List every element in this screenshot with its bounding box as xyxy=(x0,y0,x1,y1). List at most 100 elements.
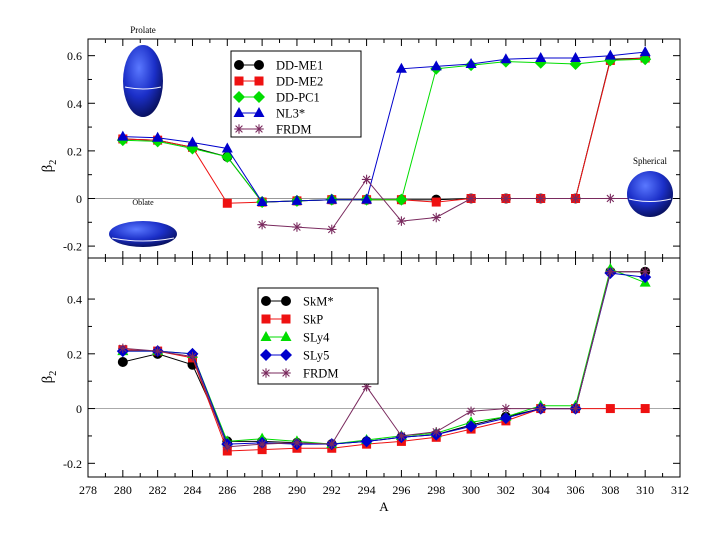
data-point-dd-pc1 xyxy=(639,53,652,66)
y-tick-label: -0.2 xyxy=(63,240,82,254)
legend-marker xyxy=(234,76,244,86)
data-point-frdm xyxy=(431,427,441,437)
legend-item-skm: SkM* xyxy=(261,295,334,309)
data-point-frdm xyxy=(118,343,128,354)
data-point-frdm xyxy=(466,406,476,417)
data-point-frdm xyxy=(501,193,511,204)
data-point-frdm xyxy=(292,438,302,448)
x-tick-label: 300 xyxy=(462,483,480,497)
series-dd-me1 xyxy=(117,53,651,208)
series-nl3 xyxy=(117,46,651,207)
prolate-shape xyxy=(123,45,163,117)
x-tick-label: 312 xyxy=(671,483,689,497)
data-point-frdm xyxy=(396,216,407,226)
data-point-frdm xyxy=(187,351,198,362)
data-point-nl3 xyxy=(430,60,442,71)
x-tick-label: 302 xyxy=(497,483,515,497)
data-point-frdm xyxy=(292,222,302,232)
x-tick-label: 286 xyxy=(218,483,236,497)
legend-marker xyxy=(254,76,264,86)
legend-marker xyxy=(280,331,292,341)
legend-item-dd-me1: DD-ME1 xyxy=(234,59,323,73)
x-tick-label: 294 xyxy=(358,483,376,497)
legend-marker xyxy=(233,91,245,103)
legend-label: DD-ME1 xyxy=(276,59,323,73)
prolate-equator xyxy=(124,86,162,90)
y-tick-label: 0 xyxy=(76,192,82,206)
prolate-inset: Prolate xyxy=(123,25,163,117)
spherical-label: Spherical xyxy=(633,156,667,166)
data-point-frdm xyxy=(396,431,407,441)
x-axis-ticks: 278 280 282 284 286 288 290 292 294 296 298 300 302 3… xyxy=(79,258,689,497)
data-point-nl3 xyxy=(221,142,233,153)
y-tick-label: 0.2 xyxy=(67,144,82,158)
bottom-series-group xyxy=(116,262,652,456)
data-point-frdm xyxy=(640,266,650,277)
legend-marker xyxy=(234,124,244,134)
x-tick-label: 280 xyxy=(114,483,132,497)
series-line-skm xyxy=(122,271,646,445)
bottom-y-axis-label: β2 xyxy=(40,371,59,384)
y-tick-label: 0.2 xyxy=(67,347,82,361)
series-dd-me2 xyxy=(118,53,650,208)
top-legend: DD-ME1 DD-ME2 DD-PC1 NL3* FRDM xyxy=(233,59,323,137)
data-point-skp xyxy=(605,404,615,414)
data-point-frdm xyxy=(327,439,337,449)
legend-item-sly5: SLy5 xyxy=(260,349,329,363)
x-tick-label: 292 xyxy=(323,483,341,497)
data-point-dd-me2 xyxy=(222,198,232,208)
y-tick-label: 0 xyxy=(76,402,82,416)
data-point-frdm xyxy=(605,193,616,204)
data-point-skm xyxy=(117,357,128,368)
data-point-nl3 xyxy=(395,62,407,73)
legend-marker xyxy=(261,368,271,378)
legend-marker xyxy=(280,349,292,361)
data-point-nl3 xyxy=(256,196,268,207)
series-line-sly5 xyxy=(122,272,646,445)
legend-marker xyxy=(261,296,271,306)
data-point-frdm xyxy=(431,212,441,223)
legend-marker xyxy=(260,331,272,341)
bottom-legend-box xyxy=(257,287,379,385)
legend-label: DD-ME2 xyxy=(276,75,323,89)
series-line-sly4 xyxy=(122,268,646,445)
series-frdm xyxy=(257,174,650,235)
data-point-nl3 xyxy=(361,193,373,204)
data-point-nl3 xyxy=(326,193,338,204)
data-point-frdm xyxy=(466,193,476,204)
legend-marker xyxy=(281,296,291,306)
data-point-nl3 xyxy=(291,194,303,205)
legend-label: FRDM xyxy=(303,367,338,381)
bottom-panel: -0.200.20.4 278 280 282 284 286 288 290 292 294 2… xyxy=(40,257,689,514)
y-tick-label: 0.4 xyxy=(67,293,82,307)
data-point-skp xyxy=(640,404,650,414)
series-line-nl3 xyxy=(122,51,646,203)
series-line-dd-me2 xyxy=(122,57,646,204)
bottom-plot-frame xyxy=(87,257,681,478)
y-tick-label: 0.4 xyxy=(67,97,82,111)
series-frdm xyxy=(118,266,650,452)
data-point-frdm xyxy=(222,442,233,452)
spherical-equator xyxy=(628,198,672,202)
legend-label: FRDM xyxy=(276,123,311,137)
data-point-frdm xyxy=(327,224,337,235)
oblate-label: Oblate xyxy=(132,198,154,207)
series-line-dd-pc1 xyxy=(122,58,646,203)
data-point-frdm xyxy=(501,403,511,414)
series-sly5 xyxy=(116,267,652,451)
legend-marker xyxy=(234,60,244,70)
data-point-sly5 xyxy=(465,420,478,433)
x-tick-label: 290 xyxy=(288,483,306,497)
series-skm xyxy=(117,266,651,450)
legend-item-dd-pc1: DD-PC1 xyxy=(233,91,320,105)
data-point-frdm xyxy=(535,403,546,414)
x-tick-label: 308 xyxy=(601,483,619,497)
x-tick-label: 304 xyxy=(532,483,550,497)
legend-label: SLy4 xyxy=(303,331,330,345)
data-point-frdm xyxy=(570,403,581,414)
series-line-frdm xyxy=(122,271,646,448)
legend-marker xyxy=(254,60,264,70)
top-y-axis-label: β2 xyxy=(40,160,59,173)
data-point-nl3 xyxy=(535,52,547,63)
